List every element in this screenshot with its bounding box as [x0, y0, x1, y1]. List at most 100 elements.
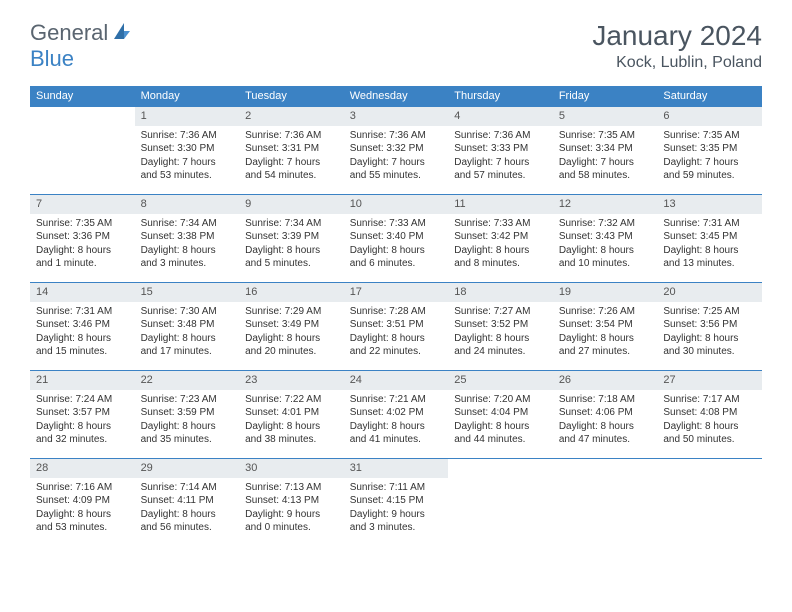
- daylight-text: Daylight: 8 hours: [350, 420, 443, 434]
- daylight-text: Daylight: 8 hours: [141, 244, 234, 258]
- sunset-text: Sunset: 3:30 PM: [141, 142, 234, 156]
- day-details: Sunrise: 7:34 AMSunset: 3:39 PMDaylight:…: [239, 214, 344, 274]
- sunrise-text: Sunrise: 7:14 AM: [141, 481, 234, 495]
- day-details: Sunrise: 7:31 AMSunset: 3:45 PMDaylight:…: [657, 214, 762, 274]
- day-details: Sunrise: 7:27 AMSunset: 3:52 PMDaylight:…: [448, 302, 553, 362]
- day-cell: 20Sunrise: 7:25 AMSunset: 3:56 PMDayligh…: [657, 283, 762, 371]
- day-number: 1: [135, 107, 240, 126]
- calendar-table: Sunday Monday Tuesday Wednesday Thursday…: [30, 86, 762, 547]
- day-number: 2: [239, 107, 344, 126]
- week-row: 21Sunrise: 7:24 AMSunset: 3:57 PMDayligh…: [30, 371, 762, 459]
- week-row: 14Sunrise: 7:31 AMSunset: 3:46 PMDayligh…: [30, 283, 762, 371]
- day-cell: 9Sunrise: 7:34 AMSunset: 3:39 PMDaylight…: [239, 195, 344, 283]
- daylight-text: Daylight: 8 hours: [559, 420, 652, 434]
- sunset-text: Sunset: 3:39 PM: [245, 230, 338, 244]
- sunrise-text: Sunrise: 7:34 AM: [141, 217, 234, 231]
- sunrise-text: Sunrise: 7:22 AM: [245, 393, 338, 407]
- day-cell: 13Sunrise: 7:31 AMSunset: 3:45 PMDayligh…: [657, 195, 762, 283]
- sunrise-text: Sunrise: 7:13 AM: [245, 481, 338, 495]
- day-cell: 18Sunrise: 7:27 AMSunset: 3:52 PMDayligh…: [448, 283, 553, 371]
- daylight-text: Daylight: 7 hours: [350, 156, 443, 170]
- day-cell: 29Sunrise: 7:14 AMSunset: 4:11 PMDayligh…: [135, 459, 240, 547]
- sunrise-text: Sunrise: 7:33 AM: [350, 217, 443, 231]
- day-details: Sunrise: 7:35 AMSunset: 3:36 PMDaylight:…: [30, 214, 135, 274]
- sunset-text: Sunset: 3:51 PM: [350, 318, 443, 332]
- day-details: Sunrise: 7:31 AMSunset: 3:46 PMDaylight:…: [30, 302, 135, 362]
- day-details: Sunrise: 7:28 AMSunset: 3:51 PMDaylight:…: [344, 302, 449, 362]
- daylight-text: Daylight: 8 hours: [454, 244, 547, 258]
- daylight-text: Daylight: 8 hours: [141, 420, 234, 434]
- day-cell: [553, 459, 658, 547]
- sunrise-text: Sunrise: 7:33 AM: [454, 217, 547, 231]
- day-number: 31: [344, 459, 449, 478]
- day-number: 17: [344, 283, 449, 302]
- day-details: Sunrise: 7:35 AMSunset: 3:35 PMDaylight:…: [657, 126, 762, 186]
- sunset-text: Sunset: 3:42 PM: [454, 230, 547, 244]
- sunset-text: Sunset: 3:36 PM: [36, 230, 129, 244]
- day-cell: 11Sunrise: 7:33 AMSunset: 3:42 PMDayligh…: [448, 195, 553, 283]
- day-cell: 27Sunrise: 7:17 AMSunset: 4:08 PMDayligh…: [657, 371, 762, 459]
- sunset-text: Sunset: 3:56 PM: [663, 318, 756, 332]
- sunset-text: Sunset: 3:46 PM: [36, 318, 129, 332]
- day-details: Sunrise: 7:29 AMSunset: 3:49 PMDaylight:…: [239, 302, 344, 362]
- day-details: Sunrise: 7:18 AMSunset: 4:06 PMDaylight:…: [553, 390, 658, 450]
- daylight-text: Daylight: 8 hours: [36, 420, 129, 434]
- day-details: Sunrise: 7:30 AMSunset: 3:48 PMDaylight:…: [135, 302, 240, 362]
- day-number: 8: [135, 195, 240, 214]
- day-details: Sunrise: 7:13 AMSunset: 4:13 PMDaylight:…: [239, 478, 344, 538]
- day-number: 30: [239, 459, 344, 478]
- day-cell: 31Sunrise: 7:11 AMSunset: 4:15 PMDayligh…: [344, 459, 449, 547]
- day-cell: 4Sunrise: 7:36 AMSunset: 3:33 PMDaylight…: [448, 107, 553, 195]
- day-cell: 2Sunrise: 7:36 AMSunset: 3:31 PMDaylight…: [239, 107, 344, 195]
- sunset-text: Sunset: 3:43 PM: [559, 230, 652, 244]
- daylight-text: Daylight: 8 hours: [663, 244, 756, 258]
- brand-part2: Blue: [30, 46, 74, 72]
- brand-part1: General: [30, 20, 108, 46]
- sunset-text: Sunset: 4:09 PM: [36, 494, 129, 508]
- sunset-text: Sunset: 4:04 PM: [454, 406, 547, 420]
- day-header-fri: Friday: [553, 86, 658, 107]
- sunset-text: Sunset: 3:33 PM: [454, 142, 547, 156]
- daylight-text: and 6 minutes.: [350, 257, 443, 271]
- daylight-text: and 54 minutes.: [245, 169, 338, 183]
- day-header-row: Sunday Monday Tuesday Wednesday Thursday…: [30, 86, 762, 107]
- day-cell: 16Sunrise: 7:29 AMSunset: 3:49 PMDayligh…: [239, 283, 344, 371]
- calendar-body: 1Sunrise: 7:36 AMSunset: 3:30 PMDaylight…: [30, 107, 762, 547]
- day-number: 20: [657, 283, 762, 302]
- sunset-text: Sunset: 4:02 PM: [350, 406, 443, 420]
- day-header-sun: Sunday: [30, 86, 135, 107]
- day-number: 23: [239, 371, 344, 390]
- day-details: Sunrise: 7:16 AMSunset: 4:09 PMDaylight:…: [30, 478, 135, 538]
- daylight-text: and 30 minutes.: [663, 345, 756, 359]
- day-details: Sunrise: 7:36 AMSunset: 3:31 PMDaylight:…: [239, 126, 344, 186]
- daylight-text: Daylight: 7 hours: [141, 156, 234, 170]
- sunset-text: Sunset: 4:11 PM: [141, 494, 234, 508]
- day-number: 29: [135, 459, 240, 478]
- sunrise-text: Sunrise: 7:27 AM: [454, 305, 547, 319]
- day-details: Sunrise: 7:14 AMSunset: 4:11 PMDaylight:…: [135, 478, 240, 538]
- sunset-text: Sunset: 4:13 PM: [245, 494, 338, 508]
- sunrise-text: Sunrise: 7:17 AM: [663, 393, 756, 407]
- day-cell: 8Sunrise: 7:34 AMSunset: 3:38 PMDaylight…: [135, 195, 240, 283]
- daylight-text: and 53 minutes.: [36, 521, 129, 535]
- daylight-text: Daylight: 8 hours: [36, 244, 129, 258]
- day-header-tue: Tuesday: [239, 86, 344, 107]
- sunrise-text: Sunrise: 7:35 AM: [663, 129, 756, 143]
- daylight-text: and 5 minutes.: [245, 257, 338, 271]
- daylight-text: Daylight: 8 hours: [350, 244, 443, 258]
- day-cell: [30, 107, 135, 195]
- sunrise-text: Sunrise: 7:36 AM: [141, 129, 234, 143]
- daylight-text: Daylight: 8 hours: [245, 244, 338, 258]
- day-cell: 25Sunrise: 7:20 AMSunset: 4:04 PMDayligh…: [448, 371, 553, 459]
- daylight-text: and 24 minutes.: [454, 345, 547, 359]
- day-cell: 3Sunrise: 7:36 AMSunset: 3:32 PMDaylight…: [344, 107, 449, 195]
- day-details: Sunrise: 7:25 AMSunset: 3:56 PMDaylight:…: [657, 302, 762, 362]
- day-details: Sunrise: 7:36 AMSunset: 3:33 PMDaylight:…: [448, 126, 553, 186]
- daylight-text: and 32 minutes.: [36, 433, 129, 447]
- daylight-text: and 55 minutes.: [350, 169, 443, 183]
- daylight-text: and 17 minutes.: [141, 345, 234, 359]
- daylight-text: Daylight: 8 hours: [245, 420, 338, 434]
- daylight-text: Daylight: 7 hours: [454, 156, 547, 170]
- sunrise-text: Sunrise: 7:20 AM: [454, 393, 547, 407]
- day-header-thu: Thursday: [448, 86, 553, 107]
